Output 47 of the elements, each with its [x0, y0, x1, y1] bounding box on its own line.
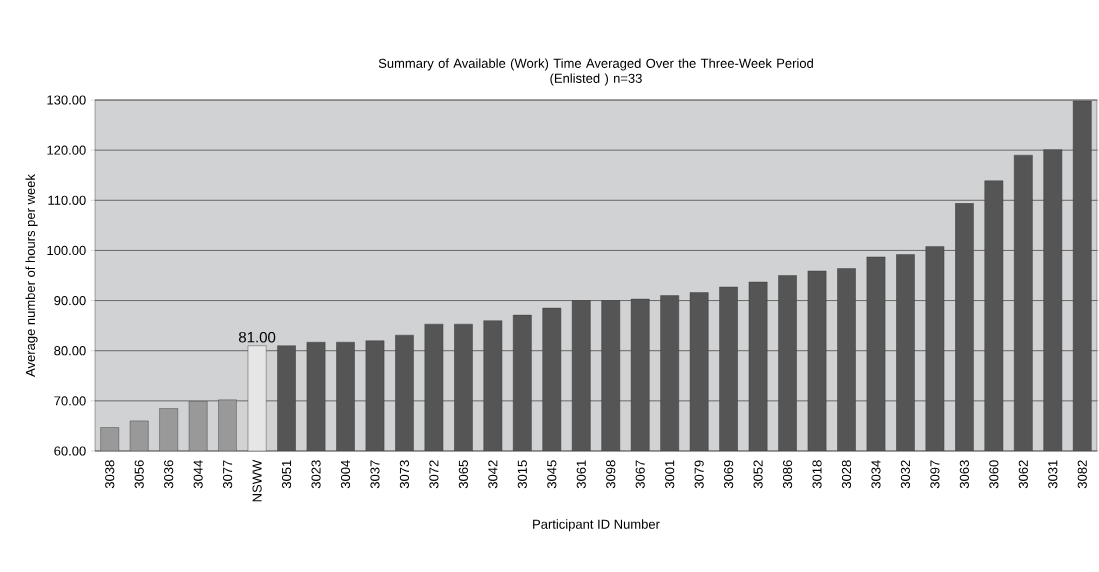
data-label: 81.00	[238, 331, 276, 343]
x-tick-label: 3001	[665, 460, 675, 489]
x-tick-label: 3086	[782, 460, 793, 489]
x-tick-label: 3097	[930, 460, 940, 489]
x-tick-label: 3044	[193, 460, 203, 489]
y-tick-label: 70.00	[54, 396, 86, 406]
y-tick-label: 90.00	[54, 295, 86, 306]
x-tick-label: 3077	[223, 460, 233, 489]
x-tick-label: 3051	[281, 460, 292, 489]
y-tick-label: 80.00	[54, 346, 86, 356]
x-tick-label: 3061	[576, 460, 586, 489]
x-tick-label: 3079	[694, 460, 704, 489]
x-axis-title: Participant ID Number	[533, 519, 660, 532]
x-tick-label: 3004	[340, 460, 351, 489]
x-tick-label: 3098	[606, 460, 616, 489]
x-tick-label: 3063	[959, 460, 969, 489]
y-axis-title: Average number of hours per week	[25, 174, 38, 377]
y-tick-label: 110.00	[48, 195, 86, 205]
x-tick-label: 3069	[724, 460, 734, 489]
x-tick-label: 3082	[1077, 460, 1087, 489]
x-tick-label: NSWW	[252, 459, 262, 502]
x-tick-label: 3045	[547, 460, 557, 489]
x-tick-label: 3015	[517, 460, 527, 489]
x-tick-label: 3034	[871, 460, 881, 489]
x-tick-label: 3065	[458, 460, 468, 489]
x-tick-label: 3056	[134, 460, 144, 489]
x-tick-label: 3023	[311, 460, 321, 489]
x-tick-label: 3042	[488, 460, 498, 489]
x-tick-label: 3052	[753, 460, 763, 489]
x-tick-label: 3072	[429, 460, 439, 489]
x-tick-label: 3036	[164, 460, 174, 489]
x-tick-label: 3032	[900, 460, 911, 489]
x-tick-label: 3031	[1048, 460, 1058, 489]
y-tick-label: 60.00	[54, 446, 86, 456]
x-tick-label: 3037	[370, 460, 380, 489]
chart-subtitle: (Enlisted ) n=33	[550, 73, 642, 86]
x-tick-label: 3038	[105, 460, 115, 489]
x-tick-label: 3060	[989, 460, 999, 489]
x-tick-label: 3028	[841, 460, 852, 489]
x-tick-label: 3073	[399, 460, 410, 489]
y-tick-label: 100.00	[47, 245, 86, 256]
y-tick-label: 130.00	[47, 95, 86, 105]
y-tick-label: 120.00	[47, 145, 86, 155]
chart-title: Summary of Available (Work) Time Averaged Over the Three-Week Period	[378, 58, 813, 71]
x-tick-label: 3062	[1018, 460, 1028, 489]
x-tick-label: 3067	[635, 460, 645, 489]
x-tick-label: 3018	[812, 460, 822, 489]
